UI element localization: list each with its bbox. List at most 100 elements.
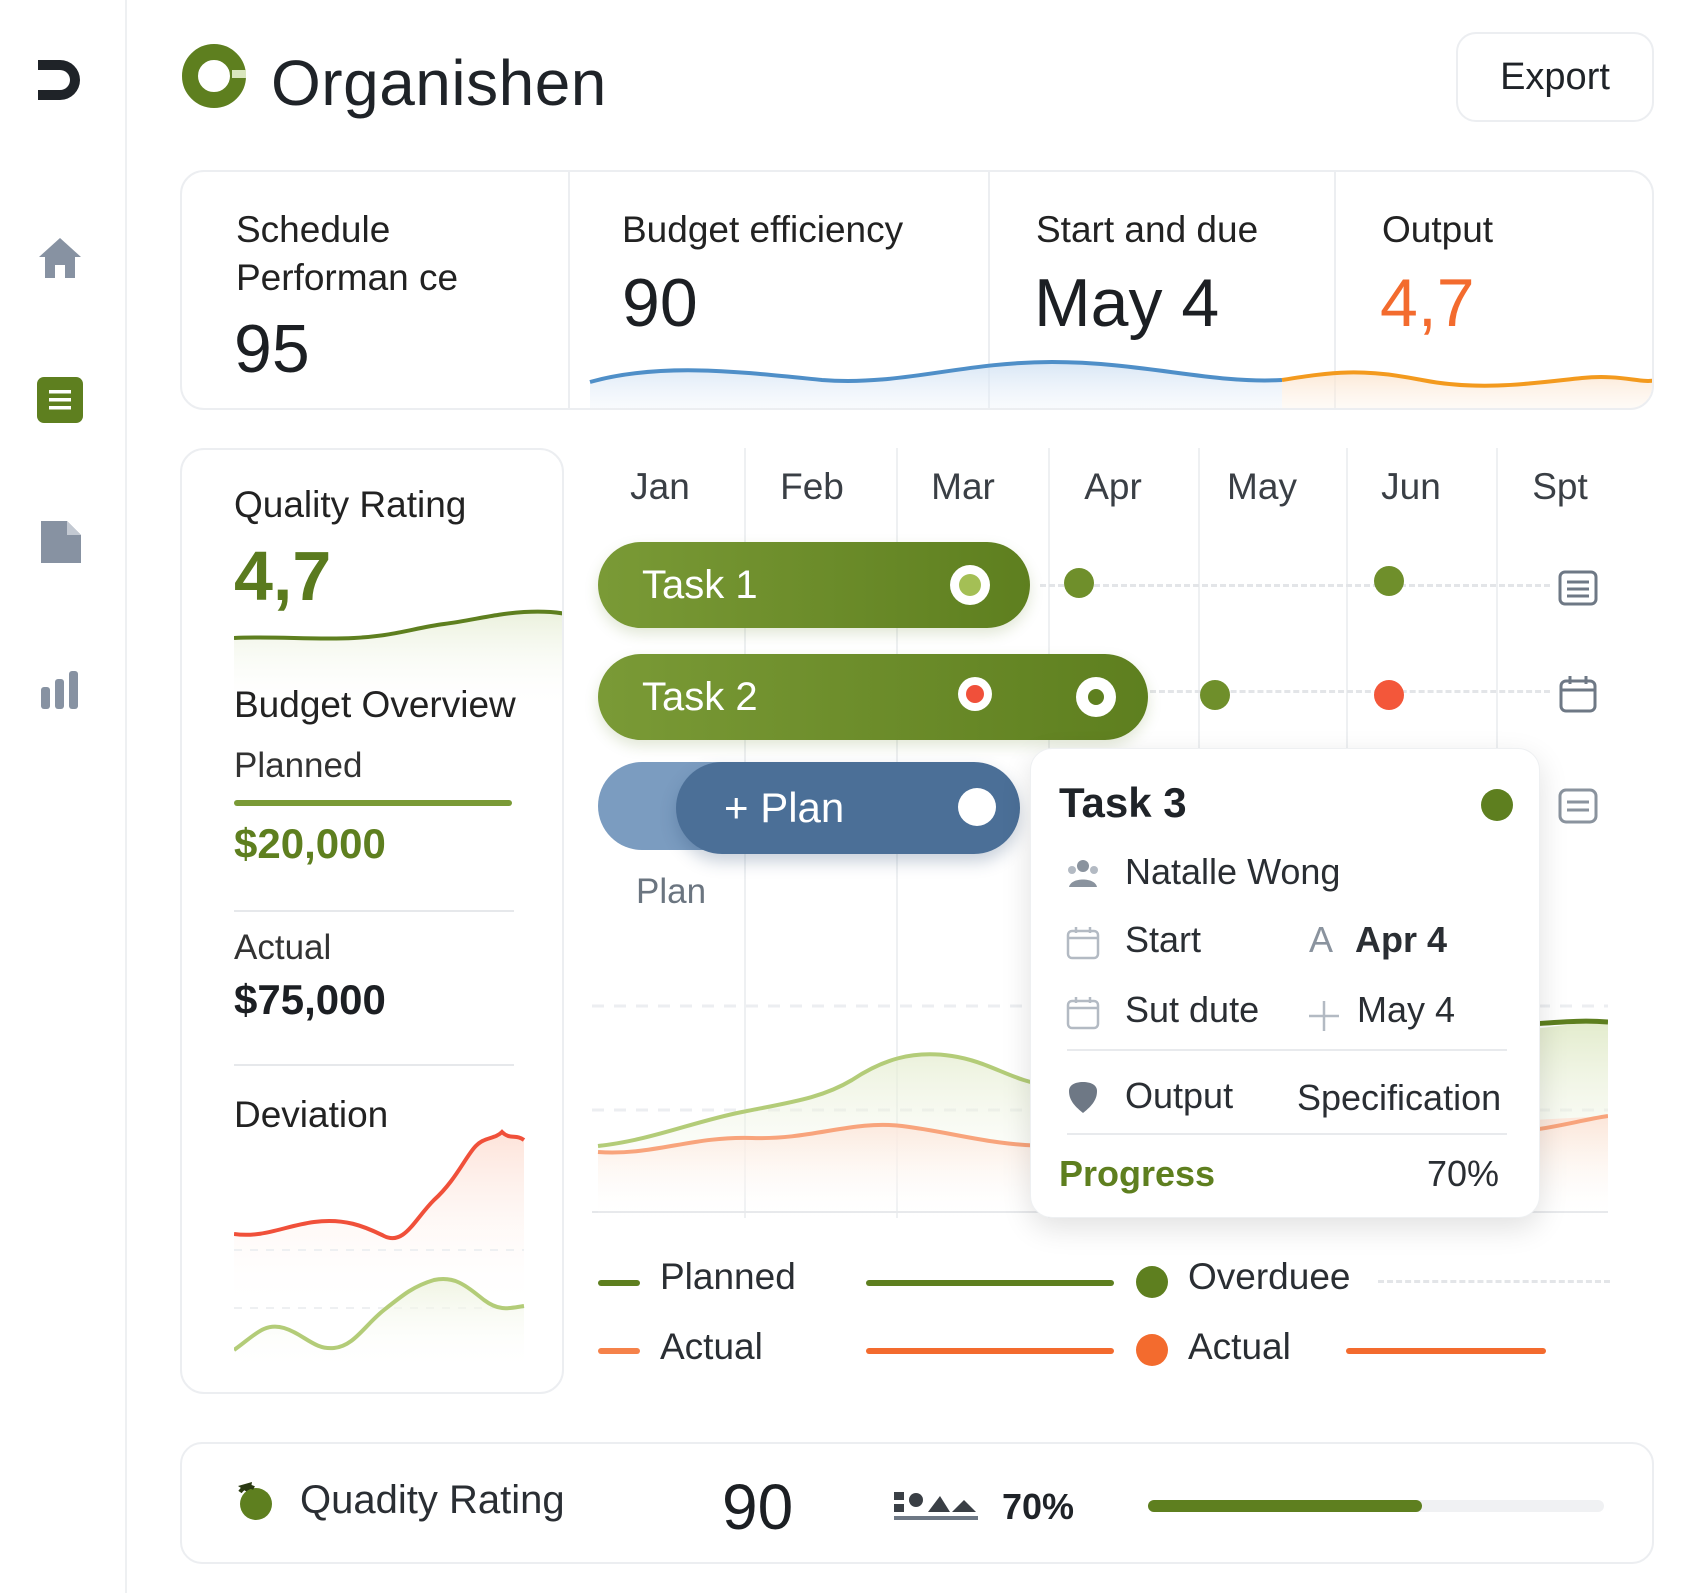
month-label: Mar [931, 466, 995, 507]
sidebar-item-home[interactable] [30, 228, 90, 288]
task-label: Task 2 [642, 674, 758, 719]
task-handle[interactable] [950, 565, 990, 605]
quality-budget-panel: Quality Rating 4,7 Budget Overview Plann… [180, 448, 564, 1394]
brand-logo-icon [182, 44, 246, 108]
kpi-value: 90 [622, 265, 698, 341]
task-alert-marker[interactable] [958, 677, 992, 711]
legend-swatch-planned [598, 1280, 640, 1286]
kpi-label: Start and due [1036, 209, 1259, 250]
legend-actual-2: Actual [1188, 1326, 1291, 1367]
kpi-summary-card: Schedule Performan ce 95 Budget efficien… [180, 170, 1654, 410]
document-list-icon[interactable] [1556, 566, 1600, 610]
legend-swatch-actual [598, 1348, 640, 1354]
start-label: Start [1125, 919, 1202, 960]
start-prefix: A [1309, 919, 1334, 960]
document-icon [41, 521, 81, 563]
task-label: Task 1 [642, 562, 758, 607]
output-label: Output [1125, 1075, 1234, 1116]
plan-handle[interactable] [958, 788, 996, 826]
deviation-sparkline [234, 1129, 526, 1370]
kpi-label: Performan ce [236, 257, 459, 298]
sidebar [0, 0, 127, 1593]
user-group-icon [1068, 860, 1098, 887]
notes-icon[interactable] [1556, 784, 1600, 828]
milestone-dot[interactable] [1064, 568, 1094, 598]
kpi-label: Schedule [236, 209, 391, 250]
quality-badge-icon [238, 1482, 272, 1520]
calendar-icon [1066, 927, 1100, 960]
footer-progress-track [1148, 1500, 1604, 1512]
plus-icon [1309, 1001, 1339, 1031]
milestone-dot[interactable] [1374, 566, 1404, 596]
quality-sparkline [234, 609, 562, 710]
tooltip-title: Task 3 [1059, 779, 1187, 826]
legend-planned: Planned [660, 1256, 796, 1297]
month-label: Feb [780, 466, 844, 507]
list-icon [37, 377, 83, 423]
kpi-value: 95 [234, 311, 310, 387]
app-logo-icon[interactable] [32, 52, 88, 104]
sidebar-item-tasks[interactable] [30, 370, 90, 430]
start-date: Apr 4 [1355, 919, 1448, 960]
task-detail-tooltip: Task 3 Natalle Wong Start A Apr 4 Sut du… [1030, 748, 1540, 1218]
divider [1334, 172, 1336, 408]
legend-line-actual [866, 1348, 1114, 1354]
sidebar-item-documents[interactable] [30, 512, 90, 572]
overdue-dot[interactable] [1374, 680, 1404, 710]
footer-quality-card: Quadity Rating 90 70% [180, 1442, 1654, 1564]
milestone-dot[interactable] [1200, 680, 1230, 710]
kpi-value: 4,7 [1380, 265, 1475, 341]
legend-dot-overdue [1136, 1266, 1168, 1298]
task-handle[interactable] [1076, 677, 1116, 717]
footer-progress-fill [1148, 1500, 1422, 1512]
timeline-dash [1040, 584, 1550, 587]
calendar-icon [1066, 997, 1100, 1030]
bar-chart-icon [41, 671, 78, 709]
planned-label: Planned [234, 746, 363, 785]
output-value: Specification [1297, 1077, 1502, 1118]
month-label: Jun [1381, 466, 1441, 507]
month-label: Apr [1084, 466, 1142, 507]
legend-actual: Actual [660, 1326, 763, 1367]
progress-label: Progress [1059, 1153, 1216, 1194]
progress-value: 70% [1427, 1153, 1500, 1194]
kpi-start-and-due: Start and due May 4 [990, 172, 1334, 408]
budget-overview-title: Budget Overview [234, 684, 516, 725]
task-bar-1[interactable]: Task 1 [598, 542, 1030, 628]
legend-line-actual-2 [1346, 1348, 1546, 1354]
footer-score: 90 [722, 1471, 794, 1543]
export-button[interactable]: Export [1456, 32, 1654, 122]
planned-value: $20,000 [234, 820, 386, 867]
divider [234, 910, 514, 912]
task-bar-2[interactable]: Task 2 [598, 654, 1148, 740]
kpi-label: Output [1382, 209, 1494, 250]
sidebar-item-reports[interactable] [30, 660, 90, 720]
plan-button-label: + Plan [724, 784, 845, 831]
quality-rating-title: Quality Rating [234, 484, 467, 525]
quality-rating-value: 4,7 [234, 537, 332, 615]
app-title: Organishen [271, 47, 607, 119]
home-icon [39, 238, 81, 278]
month-label: May [1227, 466, 1297, 507]
deviation-label: Deviation [234, 1094, 389, 1135]
due-label: Sut dute [1125, 989, 1260, 1030]
legend-dot-actual [1136, 1334, 1168, 1366]
plan-caption: Plan [636, 872, 707, 911]
calendar-icon[interactable] [1556, 672, 1600, 716]
divider [1067, 1049, 1507, 1051]
status-dot [1481, 789, 1513, 821]
kpi-budget-efficiency: Budget efficiency 90 [570, 172, 988, 408]
legend-line-planned [866, 1280, 1114, 1286]
assignee-name: Natalle Wong [1125, 851, 1341, 892]
actual-label: Actual [234, 928, 332, 967]
shield-icon [1069, 1082, 1097, 1113]
timeline-dash [1150, 690, 1550, 693]
actual-value: $75,000 [234, 976, 386, 1023]
planned-bar [234, 800, 512, 806]
month-label: Jan [630, 466, 690, 507]
divider [988, 172, 990, 408]
kpi-label: Budget efficiency [622, 209, 904, 250]
kpi-sparkline [589, 359, 1652, 408]
add-plan-button[interactable]: + Plan [676, 762, 1020, 854]
kpi-schedule-performance: Schedule Performan ce 95 [182, 172, 568, 408]
